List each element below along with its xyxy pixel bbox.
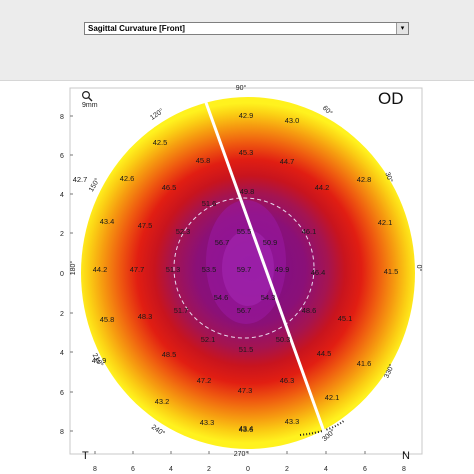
curvature-value: 50.9 — [263, 238, 278, 247]
nasal-label: N — [402, 450, 410, 462]
curvature-value: 48.5 — [162, 350, 177, 359]
curvature-value: 43.2 — [155, 397, 170, 406]
curvature-value: 43.6 — [239, 425, 254, 434]
axis-tick-marks — [70, 115, 405, 454]
temporal-label: T — [82, 450, 89, 462]
curvature-value: 53.5 — [202, 265, 217, 274]
curvature-value: 49.8 — [240, 187, 255, 196]
curvature-value: 46.4 — [311, 268, 326, 277]
curvature-value: 42.1 — [378, 218, 393, 227]
meridian-line[interactable] — [202, 96, 329, 441]
curvature-value: 45.8 — [196, 156, 211, 165]
map-type-label: Sagittal Curvature [Front] — [88, 24, 185, 33]
curvature-values: 42.9 43.0 42.5 45.3 44.7 45.8 42.8 46.5 49.8 44.2… — [73, 111, 399, 434]
curvature-value: 54.3 — [261, 293, 276, 302]
zoom-icon[interactable] — [81, 90, 93, 102]
curvature-value: 44.2 — [93, 265, 108, 274]
pupil-outline — [173, 197, 315, 339]
curvature-value: 43.4 — [239, 424, 254, 433]
curvature-value: 42.9 — [239, 111, 254, 120]
left-axis: 8 6 4 2 0 2 4 6 8 — [60, 114, 64, 436]
curvature-value: 43.0 — [285, 116, 300, 125]
left-tick-label: 4 — [60, 192, 64, 199]
curvature-value: 47.7 — [130, 265, 145, 274]
curvature-value: 43.3 — [285, 417, 300, 426]
bottom-tick-label: 4 — [169, 466, 173, 473]
left-tick-label: 0 — [60, 271, 64, 278]
curvature-value: 47.5 — [138, 221, 153, 230]
curvature-value: 51.5 — [239, 345, 254, 354]
curvature-value: 42.5 — [153, 138, 168, 147]
curvature-value: 41.6 — [357, 359, 372, 368]
curvature-value: 44.2 — [315, 183, 330, 192]
curvature-value: 45.3 — [239, 148, 254, 157]
bottom-tick-label: 4 — [324, 466, 328, 473]
map-type-dropdown[interactable]: Sagittal Curvature [Front] ▾ — [84, 22, 409, 35]
chevron-down-icon[interactable]: ▾ — [396, 23, 408, 34]
curvature-value: 42.8 — [357, 175, 372, 184]
scale-label: 9mm — [82, 102, 98, 109]
curvature-value: 47.2 — [197, 376, 212, 385]
curvature-value: 43.4 — [100, 217, 115, 226]
curvature-value: 59.7 — [237, 265, 252, 274]
curvature-value: 46.5 — [162, 183, 177, 192]
curvature-value: 52.1 — [201, 335, 216, 344]
curvature-value: 45.9 — [92, 356, 107, 365]
left-tick-label: 2 — [60, 311, 64, 318]
bottom-tick-label: 2 — [285, 466, 289, 473]
left-tick-label: 8 — [60, 114, 64, 121]
angle-label: 30° — [383, 171, 394, 184]
left-tick-label: 2 — [60, 231, 64, 238]
curvature-value: 54.6 — [214, 293, 229, 302]
curvature-value: 45.8 — [100, 315, 115, 324]
bottom-tick-label: 6 — [363, 466, 367, 473]
bottom-tick-label: 6 — [131, 466, 135, 473]
toolbar: Sagittal Curvature [Front] ▾ — [0, 0, 474, 81]
curvature-value: 41.5 — [384, 267, 399, 276]
curvature-value: 42.7 — [73, 175, 88, 184]
curvature-value: 42.1 — [325, 393, 340, 402]
curvature-value: 55.5 — [237, 227, 252, 236]
curvature-value: 48.3 — [138, 312, 153, 321]
curvature-value: 46.1 — [302, 227, 317, 236]
curvature-value: 44.5 — [317, 349, 332, 358]
left-tick-label: 6 — [60, 153, 64, 160]
eye-label: OD — [378, 89, 404, 108]
left-tick-label: 6 — [60, 390, 64, 397]
curvature-value: 56.7 — [215, 238, 230, 247]
curvature-value: 42.6 — [120, 174, 135, 183]
curvature-value: 46.3 — [280, 376, 295, 385]
curvature-value: 51.3 — [166, 265, 181, 274]
curvature-value: 51.6 — [202, 199, 217, 208]
curvature-value: 52.3 — [176, 227, 191, 236]
bottom-tick-label: 8 — [93, 466, 97, 473]
angle-label: 90° — [236, 84, 247, 92]
bottom-axis: 8 6 4 2 0 2 4 6 8 — [93, 466, 406, 473]
left-tick-label: 4 — [60, 350, 64, 357]
curvature-value: 51.7 — [174, 306, 189, 315]
bottom-tick-label: 8 — [402, 466, 406, 473]
angle-label: 0° — [415, 265, 423, 272]
angle-label: 180° — [69, 261, 77, 276]
curvature-value: 47.3 — [238, 386, 253, 395]
curvature-value: 56.7 — [237, 306, 252, 315]
curvature-value: 44.7 — [280, 157, 295, 166]
curvature-value: 45.1 — [338, 314, 353, 323]
apex-zone — [222, 230, 274, 306]
curvature-value: 49.9 — [275, 265, 290, 274]
curvature-value: 43.3 — [200, 418, 215, 427]
bottom-tick-label: 2 — [207, 466, 211, 473]
left-tick-label: 8 — [60, 429, 64, 436]
curvature-value: 50.3 — [276, 335, 291, 344]
angle-label: 270° — [234, 450, 249, 458]
bottom-tick-label: 0 — [246, 466, 250, 473]
curvature-value: 48.6 — [302, 306, 317, 315]
